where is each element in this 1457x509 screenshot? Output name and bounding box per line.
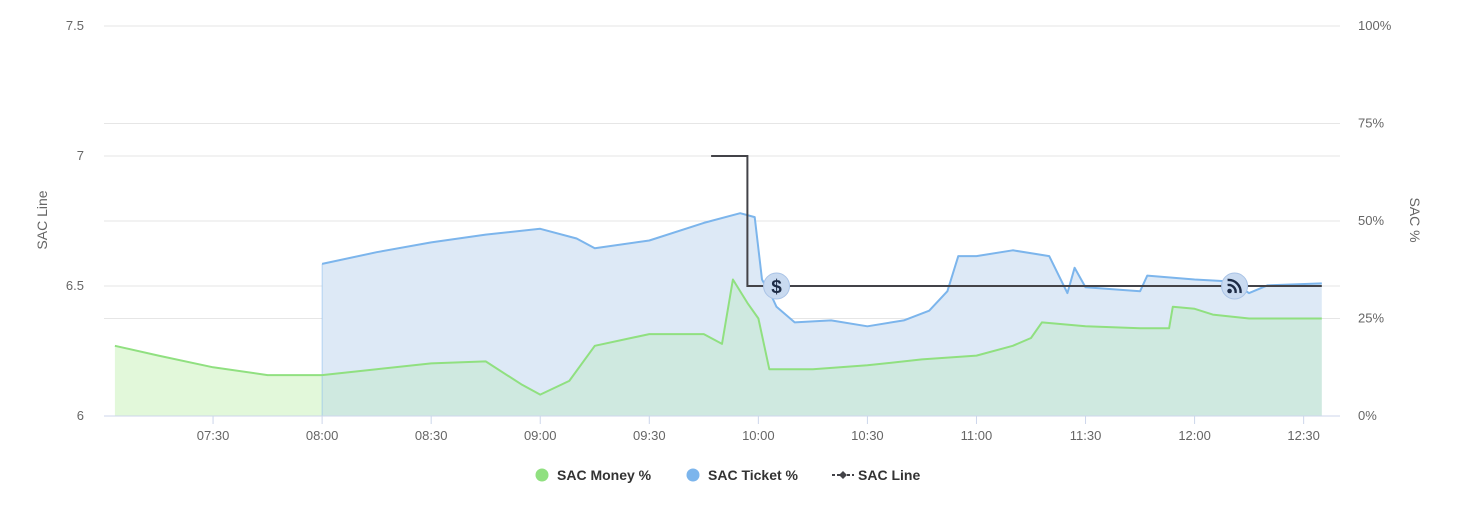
- legend-marker: [839, 471, 847, 479]
- rss-arc: [1227, 283, 1237, 294]
- series-line-sac-ticket: [321, 212, 1322, 328]
- legend-marker: [535, 468, 549, 482]
- rss-arc: [1227, 278, 1242, 294]
- x-tick-label: 09:00: [524, 428, 557, 443]
- axis-layer: 6 6.5 7 7.5 0% 25% 50% 75% 100% 07:30 08:00 08:30 09…: [66, 18, 1392, 443]
- y-left-tick-label: 6: [77, 408, 84, 423]
- rss-dot: [1227, 288, 1232, 294]
- x-tick-label: 12:00: [1178, 428, 1211, 443]
- y-left-tick-label: 7.5: [66, 18, 84, 33]
- flag-label: $: [771, 277, 782, 298]
- x-tick-label: 10:30: [851, 428, 884, 443]
- x-tick-label: 10:00: [742, 428, 775, 443]
- y-right-tick-label: 75%: [1358, 116, 1384, 131]
- x-tick-label: 09:30: [633, 428, 666, 443]
- x-tick-label: 08:30: [415, 428, 448, 443]
- x-tick-label: 11:30: [1070, 428, 1102, 443]
- rss-icon: [1221, 272, 1249, 300]
- legend-marker: [686, 468, 700, 482]
- right-axis-title: SAC %: [1407, 197, 1423, 242]
- series-line-sac-line: [711, 155, 1322, 287]
- y-right-tick-label: 25%: [1358, 311, 1384, 326]
- legend-item-label: SAC Line: [858, 467, 920, 483]
- legend-item-label: SAC Money %: [557, 467, 652, 483]
- series-area-layer: [114, 213, 1322, 416]
- flag-badge: [1221, 272, 1249, 300]
- x-tick-label: 12:30: [1287, 428, 1320, 443]
- money-area: [322, 279, 1322, 416]
- x-tick-label: 08:00: [306, 428, 339, 443]
- y-left-tick-label: 6.5: [66, 278, 84, 293]
- y-right-tick-label: 100%: [1358, 18, 1392, 33]
- y-right-tick-label: 0%: [1358, 408, 1377, 423]
- legend-item-label: SAC Ticket %: [708, 467, 799, 483]
- ticket-area: [322, 213, 1322, 395]
- x-tick-label: 11:00: [961, 428, 993, 443]
- x-tick-label: 07:30: [197, 428, 230, 443]
- legend: SAC Money % SAC Ticket % SAC Line: [535, 467, 920, 483]
- series-line-layer: [114, 155, 1322, 396]
- y-left-tick-label: 7: [77, 148, 84, 163]
- left-axis-title: SAC Line: [34, 190, 50, 249]
- flag-badge: [763, 272, 791, 300]
- y-right-tick-label: 50%: [1358, 213, 1384, 228]
- series-line-sac-money: [114, 278, 1322, 396]
- annotation-layer: $: [763, 272, 1249, 300]
- dollar-icon: $: [763, 272, 791, 300]
- money-area-early: [114, 345, 323, 416]
